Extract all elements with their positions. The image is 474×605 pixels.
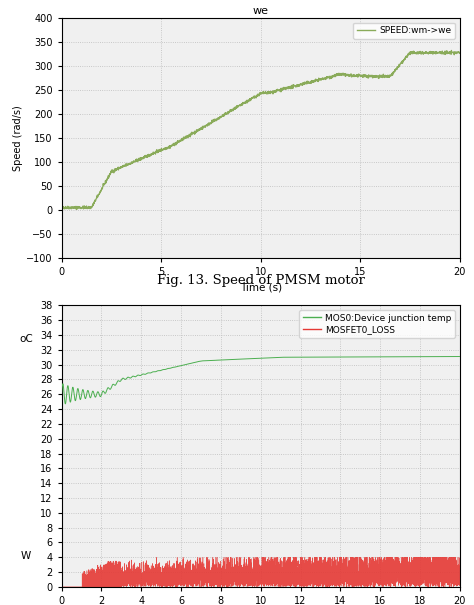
Line: MOSFET0_LOSS: MOSFET0_LOSS — [62, 557, 460, 587]
MOS0:Device junction temp — [59, 391, 64, 398]
MOSFET0_LOSS — [312, 557, 318, 564]
Text: W: W — [21, 551, 31, 561]
MOSFET0_LOSS — [457, 579, 463, 586]
MOSFET0_LOSS — [154, 554, 159, 561]
MOSFET0_LOSS — [59, 583, 64, 590]
MOSFET0_LOSS — [79, 583, 84, 590]
MOS0:Device junction temp — [226, 356, 232, 363]
MOS0:Device junction temp — [229, 356, 235, 363]
MOS0:Device junction temp — [425, 353, 431, 361]
MOSFET0_LOSS — [294, 564, 300, 572]
MOS0:Device junction temp — [248, 355, 254, 362]
Line: MOS0:Device junction temp: MOS0:Device junction temp — [62, 356, 460, 404]
Legend: SPEED:wm->we: SPEED:wm->we — [353, 22, 455, 39]
MOS0:Device junction temp — [445, 353, 450, 360]
Text: oC: oC — [19, 334, 33, 344]
Legend: MOS0:Device junction temp, MOSFET0_LOSS: MOS0:Device junction temp, MOSFET0_LOSS — [299, 310, 455, 338]
MOSFET0_LOSS — [375, 568, 381, 575]
X-axis label: Time (s): Time (s) — [240, 283, 282, 292]
MOS0:Device junction temp — [457, 353, 463, 360]
MOS0:Device junction temp — [63, 400, 68, 407]
MOSFET0_LOSS — [354, 577, 360, 584]
Y-axis label: Speed (rad/s): Speed (rad/s) — [13, 105, 23, 171]
Title: we: we — [253, 6, 269, 16]
MOSFET0_LOSS — [203, 568, 209, 575]
Text: Fig. 13. Speed of PMSM motor: Fig. 13. Speed of PMSM motor — [157, 275, 365, 287]
MOS0:Device junction temp — [348, 353, 354, 361]
